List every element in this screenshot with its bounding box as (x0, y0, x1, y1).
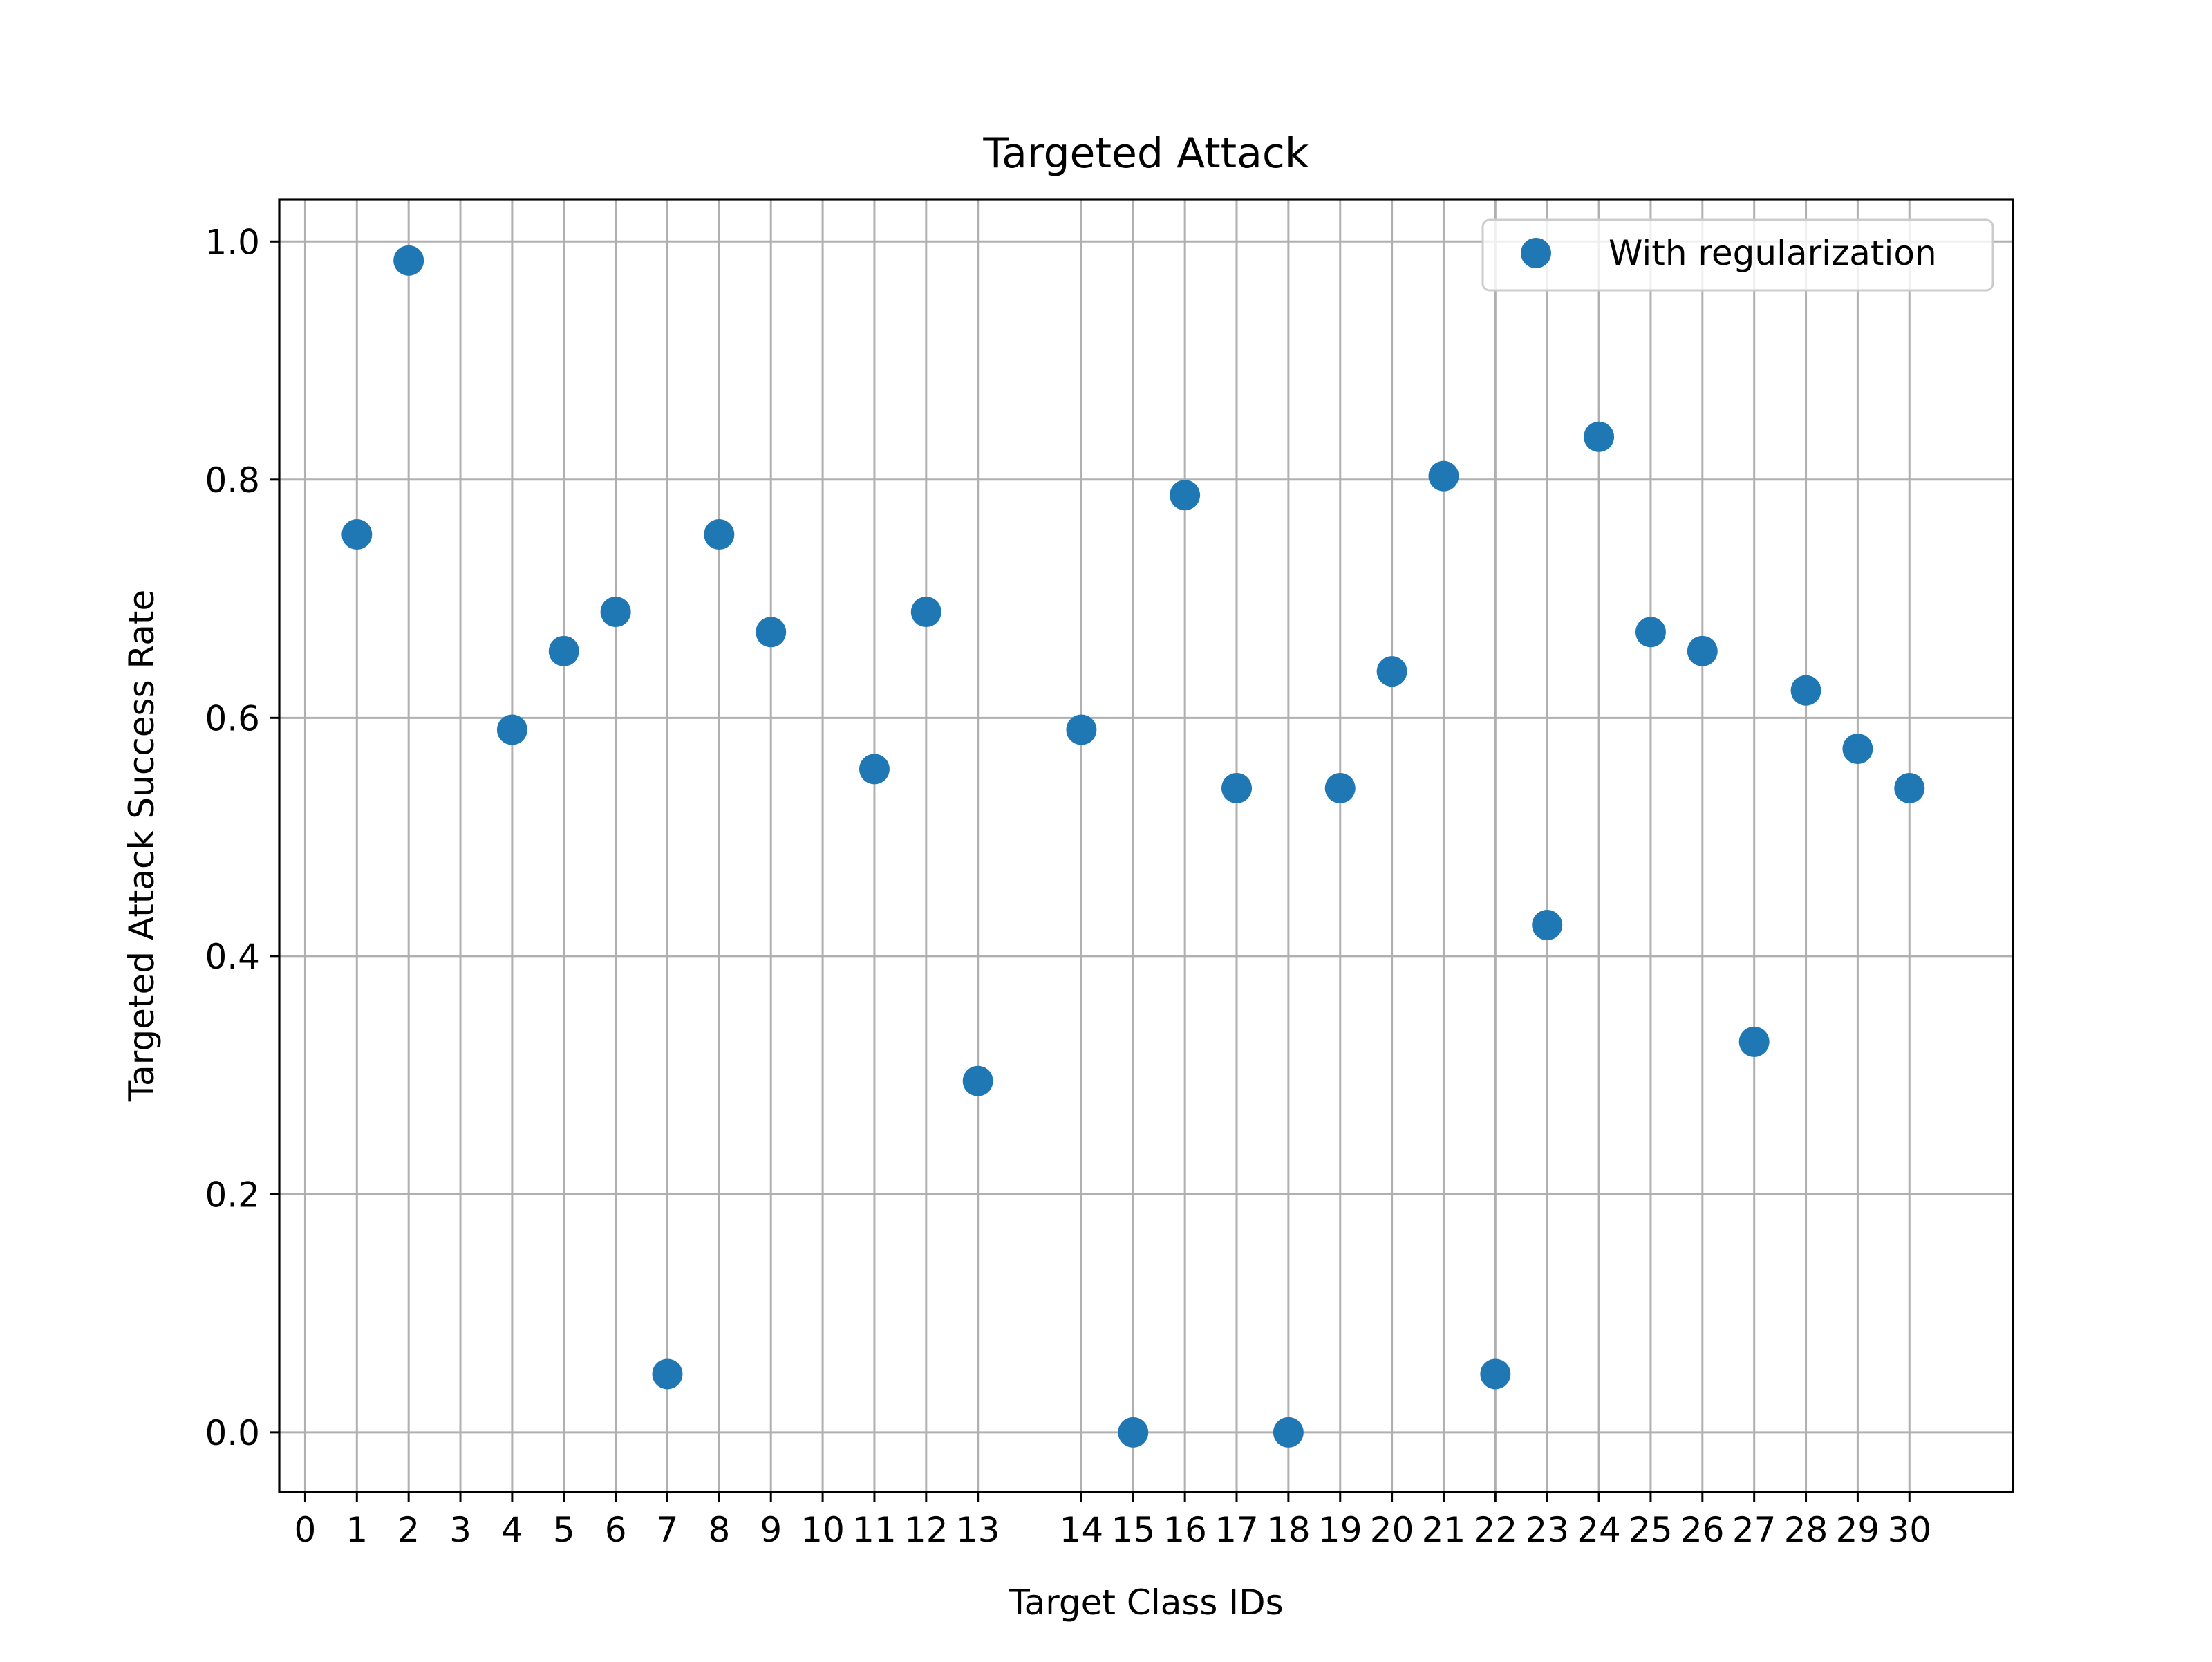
data-point (548, 635, 579, 666)
x-tick-label: 19 (1318, 1510, 1362, 1550)
data-point (1221, 772, 1253, 803)
x-tick-label: 27 (1732, 1510, 1777, 1550)
data-point (859, 754, 890, 785)
data-point (1324, 772, 1356, 803)
x-tick-label: 8 (708, 1510, 730, 1550)
x-tick-label: 17 (1215, 1510, 1259, 1550)
data-point (1428, 460, 1459, 492)
data-point (910, 597, 941, 628)
legend-frame (1481, 218, 1994, 292)
x-tick-label: 28 (1784, 1510, 1828, 1550)
x-tick-label: 20 (1370, 1510, 1414, 1550)
x-tick-label: 10 (800, 1510, 845, 1550)
x-tick-label: 21 (1422, 1510, 1466, 1550)
axis-ticks: 0 1 2 3 4 5 6 7 8 9 10 11 12 13 14 15 16 17 18 19 20 21 22 23 24… (205, 222, 1931, 1550)
chart-title: Targeted Attack (982, 129, 1309, 178)
x-tick-label: 16 (1163, 1510, 1207, 1550)
x-tick-label: 7 (657, 1510, 679, 1550)
x-tick-label: 15 (1111, 1510, 1155, 1550)
data-point (1687, 635, 1718, 666)
data-point (1635, 617, 1666, 648)
data-point (600, 597, 631, 628)
data-point (1790, 675, 1821, 706)
x-tick-label: 4 (501, 1510, 523, 1550)
data-point (1894, 772, 1925, 803)
data-points (341, 245, 1925, 1448)
x-tick-label: 11 (852, 1510, 897, 1550)
data-point (652, 1358, 683, 1390)
data-point (1066, 714, 1097, 745)
y-tick-label: 0.4 (205, 937, 260, 977)
legend-label: With regularization (1609, 233, 1937, 273)
x-tick-label: 1 (346, 1510, 368, 1550)
x-tick-label: 5 (553, 1510, 575, 1550)
y-tick-label: 1.0 (205, 222, 260, 262)
data-point (1376, 656, 1407, 687)
x-tick-label: 13 (956, 1510, 1000, 1550)
x-tick-label: 9 (760, 1510, 782, 1550)
y-tick-label: 0.2 (205, 1175, 260, 1215)
data-point (1170, 480, 1201, 511)
legend: With regularization (1481, 218, 1994, 292)
x-tick-label: 22 (1474, 1510, 1518, 1550)
x-tick-label: 24 (1577, 1510, 1621, 1550)
grid-lines (279, 200, 2013, 1492)
data-point (1480, 1358, 1511, 1390)
x-tick-label: 12 (904, 1510, 948, 1550)
data-point (1273, 1417, 1304, 1448)
x-tick-label: 14 (1060, 1510, 1104, 1550)
data-point (1118, 1417, 1149, 1448)
x-tick-label: 18 (1266, 1510, 1311, 1550)
data-point (1842, 734, 1873, 765)
x-tick-label: 23 (1525, 1510, 1569, 1550)
y-tick-label: 0.0 (205, 1413, 260, 1453)
x-tick-label: 2 (397, 1510, 420, 1550)
data-point (341, 519, 373, 550)
data-point (962, 1065, 993, 1096)
data-point (393, 245, 424, 276)
x-axis-label: Target Class IDs (1008, 1582, 1283, 1623)
y-axis-label: Targeted Attack Success Rate (122, 590, 162, 1102)
data-point (1532, 910, 1563, 941)
data-point (1584, 421, 1615, 452)
x-tick-label: 3 (449, 1510, 471, 1550)
x-tick-label: 0 (294, 1510, 317, 1550)
plot-area (279, 200, 2013, 1492)
x-tick-label: 6 (605, 1510, 627, 1550)
legend-marker-icon (1521, 238, 1551, 268)
x-tick-label: 29 (1836, 1510, 1880, 1550)
x-tick-label: 30 (1887, 1510, 1931, 1550)
data-point (704, 519, 735, 550)
x-tick-label: 26 (1680, 1510, 1725, 1550)
plot-frame (278, 198, 2014, 1493)
y-tick-label: 0.6 (205, 698, 260, 738)
data-point (496, 714, 527, 745)
data-point (756, 617, 787, 648)
y-tick-label: 0.8 (205, 460, 260, 501)
data-point (1738, 1026, 1770, 1057)
x-tick-label: 25 (1629, 1510, 1673, 1550)
